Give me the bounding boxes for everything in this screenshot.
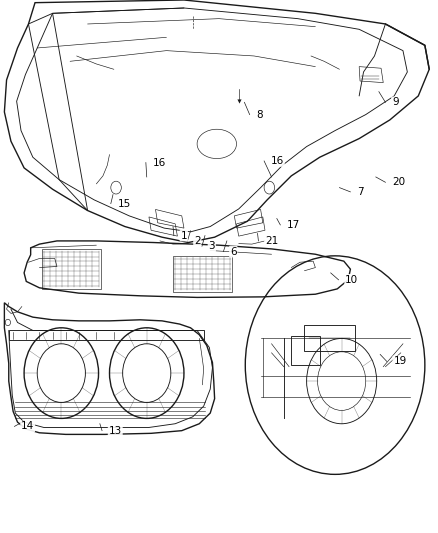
- Text: 1: 1: [180, 231, 187, 240]
- Text: 19: 19: [393, 357, 406, 366]
- Text: 21: 21: [265, 236, 278, 246]
- Text: 10: 10: [345, 275, 358, 285]
- Bar: [9, 330, 204, 340]
- Text: 8: 8: [256, 110, 263, 119]
- Bar: [173, 256, 232, 292]
- Bar: [304, 325, 355, 351]
- Text: 15: 15: [117, 199, 131, 208]
- Text: 2: 2: [194, 236, 201, 246]
- Text: 14: 14: [21, 422, 34, 431]
- Text: 17: 17: [287, 220, 300, 230]
- Text: 16: 16: [271, 156, 284, 166]
- Bar: [291, 336, 320, 365]
- Text: 9: 9: [392, 98, 399, 107]
- Text: 7: 7: [357, 187, 364, 197]
- Bar: [42, 249, 101, 289]
- Text: 6: 6: [230, 247, 237, 256]
- Text: 3: 3: [208, 241, 215, 251]
- Text: 20: 20: [392, 177, 405, 187]
- Text: 16: 16: [152, 158, 166, 167]
- Text: 13: 13: [109, 426, 122, 435]
